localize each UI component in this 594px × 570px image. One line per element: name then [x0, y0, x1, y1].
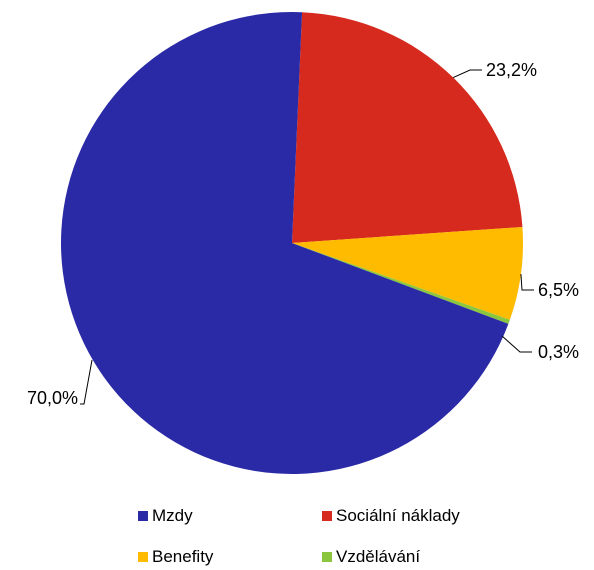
leader-line-vzdelavani: [501, 335, 532, 353]
pie-slice-mzdy: [61, 12, 509, 475]
pie-slice-vzdelavani: [292, 243, 510, 324]
leader-line-benefity: [520, 273, 534, 291]
value-label-mzdy: 70,0%: [27, 388, 78, 408]
value-label-socialni-naklady: 23,2%: [486, 60, 537, 80]
leader-line-socialni-naklady: [453, 69, 482, 79]
labels-layer: 23,2% 6,5% 0,3% 70,0%: [27, 60, 579, 408]
value-label-benefity: 6,5%: [538, 280, 579, 300]
slices-layer: [61, 12, 523, 475]
value-label-vzdelavani: 0,3%: [538, 342, 579, 362]
leader-line-mzdy: [80, 359, 93, 405]
pie-slice-socialni-naklady: [292, 12, 523, 243]
pie-slice-benefity: [292, 226, 523, 320]
